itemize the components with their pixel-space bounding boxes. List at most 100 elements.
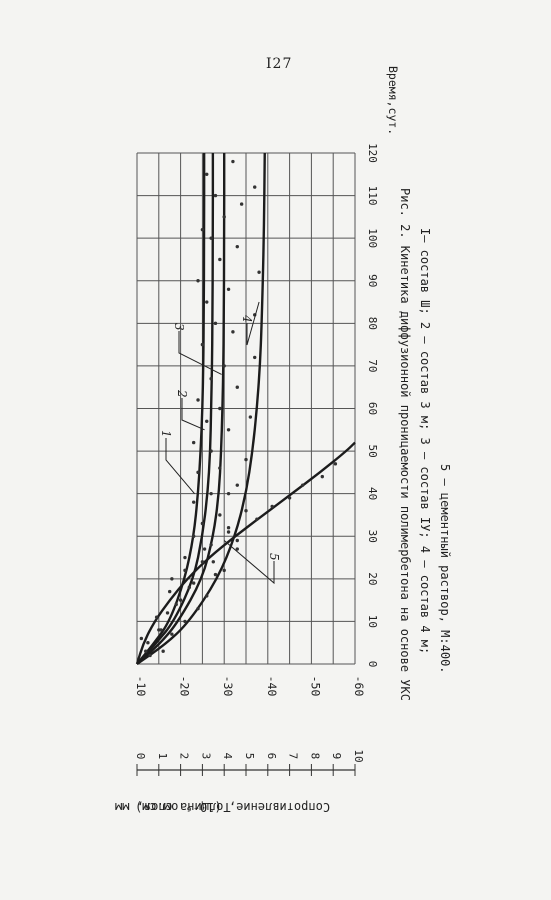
- data-point: [248, 415, 253, 419]
- data-point: [231, 330, 235, 334]
- data-point: [253, 185, 257, 189]
- resistance-tick-label: -20: [178, 676, 192, 697]
- x-tick-label: 70: [366, 359, 379, 372]
- data-point: [174, 602, 178, 607]
- data-point: [226, 526, 231, 530]
- curve-label-1: 1: [159, 430, 173, 438]
- data-point: [222, 215, 226, 219]
- thickness-tick-label: 8: [308, 753, 321, 760]
- thickness-tick-label: 5: [243, 753, 256, 760]
- data-point: [253, 355, 257, 360]
- data-point: [244, 457, 248, 462]
- data-point: [213, 193, 218, 198]
- curve-label-leader: [178, 331, 222, 375]
- thickness-tick-label: 4: [221, 753, 234, 760]
- curve-3: [136, 153, 226, 665]
- curve-label-3: 3: [172, 323, 186, 331]
- chart-grid: [136, 152, 356, 665]
- data-point: [183, 619, 187, 624]
- data-point: [183, 568, 187, 573]
- data-point: [270, 504, 274, 509]
- data-point: [205, 419, 209, 423]
- data-point: [226, 428, 231, 432]
- data-point: [239, 202, 244, 206]
- thickness-tick-label: 1: [156, 753, 169, 760]
- data-point: [213, 572, 218, 577]
- data-point: [146, 641, 150, 645]
- caption-line-1: Рис. 2. Кинетика диффузионной проницаемо…: [398, 188, 412, 701]
- data-point: [231, 159, 235, 164]
- thickness-tick-label: 6: [265, 753, 278, 760]
- data-point: [226, 530, 231, 534]
- data-point: [218, 257, 222, 262]
- curve-5: [135, 441, 356, 665]
- data-point: [244, 509, 248, 513]
- data-point: [178, 598, 183, 602]
- data-point: [191, 534, 196, 538]
- data-point: [257, 270, 261, 274]
- x-tick-label: 100: [366, 228, 379, 248]
- resistance-tick-label: -10: [134, 676, 148, 697]
- data-point: [183, 555, 187, 560]
- data-point: [205, 594, 209, 598]
- data-point: [255, 517, 259, 521]
- x-tick-label: 90: [366, 274, 379, 287]
- data-point: [191, 440, 196, 445]
- data-point: [333, 462, 338, 466]
- data-point: [196, 470, 200, 475]
- page-number: I27: [266, 56, 293, 72]
- x-tick-label: 10: [366, 615, 379, 628]
- x-tick-label: 50: [366, 444, 379, 457]
- curve-label-5: 5: [267, 553, 281, 561]
- data-point: [200, 560, 205, 564]
- data-point: [287, 496, 292, 500]
- resistance-tick-label: -40: [265, 676, 279, 697]
- data-point: [205, 172, 209, 176]
- data-point: [154, 615, 159, 619]
- data-point: [235, 385, 239, 389]
- data-point: [202, 547, 207, 551]
- data-point: [139, 636, 144, 641]
- x-tick-label: 60: [366, 402, 379, 415]
- data-point: [205, 300, 209, 304]
- data-point: [196, 606, 200, 611]
- data-point: [320, 474, 324, 479]
- curve-1: [136, 153, 206, 665]
- data-point: [209, 236, 213, 240]
- data-point: [159, 628, 163, 632]
- curve-label-4: 4: [240, 314, 254, 323]
- data-point: [235, 244, 239, 249]
- data-point: [191, 581, 196, 585]
- x-tick-label: 0: [366, 661, 379, 668]
- chart-curves: [135, 152, 356, 665]
- caption-line-3: 5 – цементный раствор, М:400.: [438, 464, 452, 674]
- data-point: [191, 500, 196, 504]
- curve-labels: 1 2 3 4 5: [159, 301, 281, 585]
- data-point: [209, 376, 213, 381]
- curve-label-leader: [223, 540, 275, 585]
- data-point: [165, 611, 170, 615]
- curve-label-leader: [181, 398, 205, 431]
- data-point: [209, 449, 213, 453]
- data-point: [226, 287, 231, 291]
- data-point: [200, 342, 205, 347]
- data-point: [213, 321, 218, 326]
- data-point: [144, 649, 148, 653]
- thickness-axis-label: Толщина слоя, мм: [115, 800, 231, 814]
- data-point: [161, 649, 165, 653]
- curve-label-2: 2: [175, 389, 189, 398]
- data-point: [235, 547, 239, 551]
- data-point: [235, 483, 239, 487]
- thickness-tick-label: 0: [134, 753, 147, 760]
- data-point: [222, 568, 226, 573]
- x-tick-label: 40: [366, 487, 379, 500]
- x-tick-label: 110: [366, 186, 379, 206]
- data-point: [170, 577, 174, 581]
- x-tick-label: 30: [366, 530, 379, 543]
- data-point: [209, 491, 213, 496]
- data-point: [200, 227, 205, 232]
- data-point: [218, 406, 222, 411]
- data-point: [211, 560, 215, 564]
